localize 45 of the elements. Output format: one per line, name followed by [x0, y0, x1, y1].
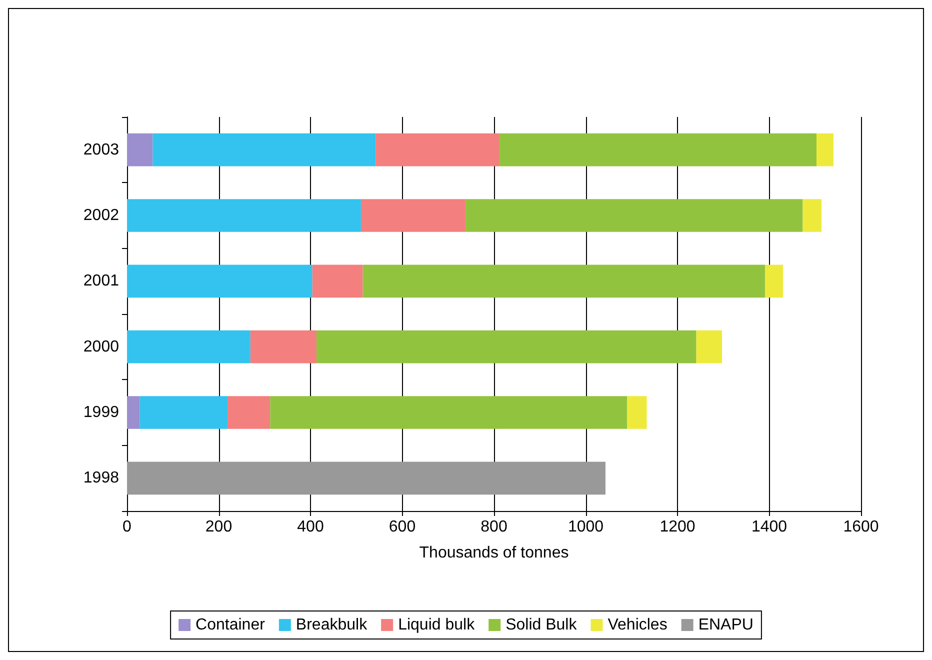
x-tick-label: 0	[122, 518, 132, 536]
x-axis-title: Thousands of tonnes	[419, 544, 569, 562]
x-tick-label: 1000	[568, 518, 604, 536]
bar	[127, 199, 361, 232]
legend-label: Vehicles	[608, 616, 668, 634]
bar	[127, 330, 250, 364]
legend-label: Container	[196, 616, 266, 634]
x-tick-label: 1400	[751, 518, 788, 536]
bar	[376, 133, 500, 166]
bar	[627, 396, 647, 429]
x-tick-label: 1600	[843, 518, 879, 536]
y-tick-label: 2003	[83, 141, 120, 158]
y-tick-label: 1999	[83, 404, 120, 421]
y-tick-label: 2002	[83, 207, 120, 224]
y-tick-label: 2001	[83, 272, 120, 290]
bar	[316, 330, 696, 364]
bar	[802, 199, 822, 232]
bar	[140, 396, 228, 429]
x-tick-label: 400	[297, 518, 324, 536]
bar	[270, 396, 628, 429]
bar	[250, 330, 316, 364]
bar	[127, 264, 312, 298]
legend-label: Solid Bulk	[506, 616, 578, 634]
bar	[466, 199, 803, 232]
x-tick-label: 800	[480, 518, 508, 536]
bar	[696, 330, 722, 364]
bar	[360, 199, 466, 232]
y-tick-label: 2000	[83, 338, 120, 356]
bar	[127, 133, 153, 166]
bar	[362, 264, 766, 298]
bar	[227, 396, 270, 429]
x-tick-label: 1200	[660, 518, 696, 536]
legend-label: ENAPU	[698, 616, 754, 634]
bar	[127, 396, 140, 429]
bar	[127, 462, 606, 495]
legend-label: Liquid bulk	[398, 616, 476, 634]
bar	[765, 264, 784, 298]
bar	[816, 133, 834, 166]
x-tick-label: 200	[205, 518, 232, 536]
bar	[499, 133, 816, 166]
x-tick-label: 600	[388, 518, 416, 536]
legend-label: Breakbulk	[296, 616, 368, 634]
bar	[312, 264, 363, 298]
y-tick-label: 1998	[83, 470, 120, 487]
bar	[152, 133, 376, 166]
